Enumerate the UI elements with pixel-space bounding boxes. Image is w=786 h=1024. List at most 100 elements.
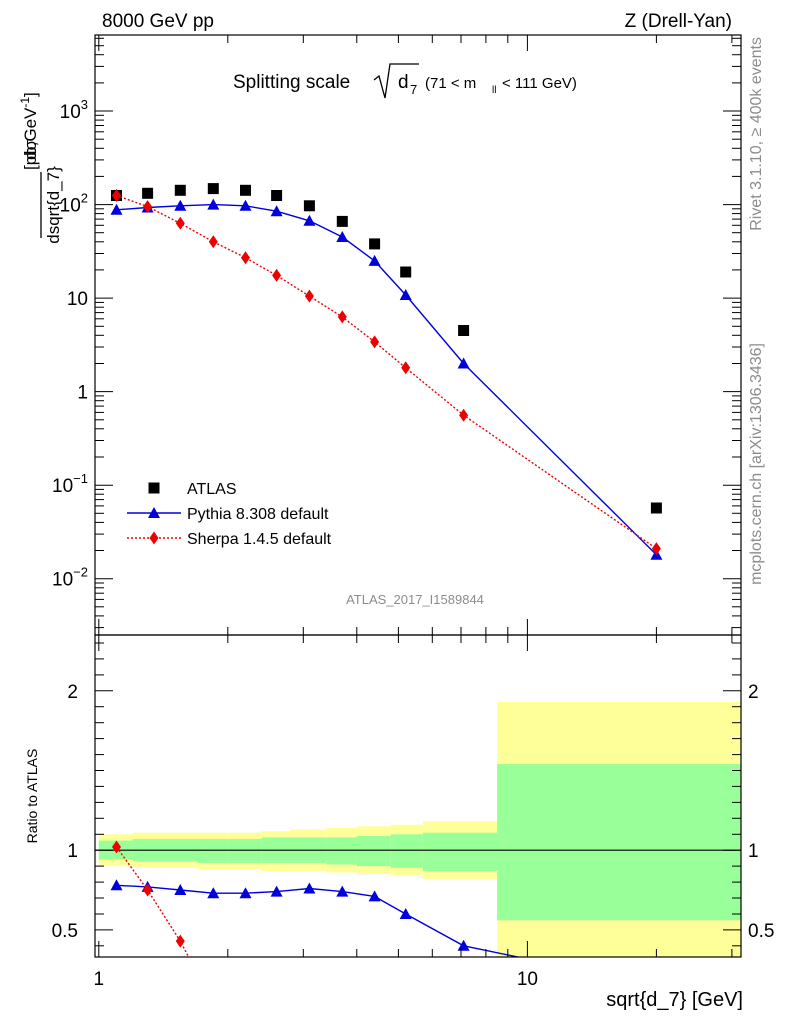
header-right: Z (Drell-Yan) bbox=[625, 11, 732, 32]
ylabel-unit-text: [pb,GeV bbox=[21, 107, 40, 170]
ratio-series bbox=[110, 840, 519, 957]
point-atlas bbox=[303, 200, 315, 212]
ratio-point-pythia bbox=[270, 885, 283, 897]
y-tick-label-sup: 2 bbox=[81, 191, 88, 206]
ylabel-unit-sup: -1 bbox=[18, 97, 32, 108]
ratio-point-pythia bbox=[303, 882, 316, 894]
ratio-axes: 0.5 0.5 1 1 2 2 1 10 bbox=[52, 635, 774, 990]
point-sherpa bbox=[175, 216, 185, 230]
ratio-band-inner bbox=[497, 764, 741, 921]
point-atlas bbox=[336, 215, 348, 227]
ratio-point-pythia bbox=[457, 939, 470, 951]
point-pythia bbox=[174, 199, 187, 211]
title-root-sub: 7 bbox=[410, 82, 417, 97]
title-range-pre: (71 < m bbox=[425, 75, 476, 92]
ratio-band-inner bbox=[422, 832, 498, 871]
watermark: ATLAS_2017_I1589844 bbox=[346, 592, 484, 607]
ratio-point-pythia bbox=[399, 908, 412, 919]
point-atlas bbox=[207, 183, 219, 195]
point-atlas bbox=[400, 266, 412, 278]
point-pythia bbox=[303, 214, 316, 226]
ratio-band-inner bbox=[227, 839, 262, 863]
legend-label-sherpa: Sherpa 1.4.5 default bbox=[187, 531, 332, 548]
point-pythia bbox=[368, 254, 381, 266]
title-root-d: d bbox=[398, 72, 409, 93]
ratio-point-pythia bbox=[239, 887, 252, 899]
ratio-band-inner bbox=[326, 837, 357, 865]
title-range-post: < 111 GeV) bbox=[502, 75, 577, 92]
series-line-pythia bbox=[116, 203, 657, 556]
y-tick-label-base: 10 bbox=[52, 570, 73, 591]
point-pythia bbox=[270, 205, 283, 217]
point-sherpa bbox=[208, 235, 218, 249]
legend-key-atlas bbox=[148, 482, 160, 494]
legend-label-atlas: ATLAS bbox=[187, 481, 237, 498]
y-tick-label-sup: −2 bbox=[73, 565, 88, 580]
ylabel-unit-close: ] bbox=[21, 92, 40, 97]
ratio-point-pythia bbox=[110, 879, 123, 891]
ratio-ylabel: Ratio to ATLAS bbox=[24, 749, 40, 844]
point-sherpa bbox=[459, 408, 469, 422]
y-tick-label-sup: −1 bbox=[73, 471, 88, 486]
ratio-y-tick-label-left: 1 bbox=[67, 841, 78, 862]
ratio-point-pythia bbox=[336, 885, 349, 897]
ylabel-denominator: dsqrt{d_7} bbox=[44, 166, 63, 244]
point-atlas bbox=[271, 190, 283, 201]
rivet-label: Rivet 3.1.10, ≥ 400k events bbox=[748, 37, 765, 231]
point-atlas bbox=[458, 325, 470, 336]
legend: ATLAS Pythia 8.308 default Sherpa 1.4.5 … bbox=[127, 481, 332, 548]
ratio-point-sherpa bbox=[112, 840, 121, 854]
ratio-point-pythia bbox=[207, 887, 220, 899]
ratio-y-tick-label-right: 2 bbox=[748, 682, 759, 703]
y-tick-label: 102 bbox=[60, 191, 88, 217]
ratio-panel: 0.5 0.5 1 1 2 2 1 10 Ratio to ATLAS sqrt{d_7} [… bbox=[24, 634, 774, 1011]
ratio-y-tick-label-right: 0.5 bbox=[748, 921, 774, 942]
ratio-point-sherpa bbox=[175, 934, 185, 948]
point-sherpa bbox=[304, 289, 314, 303]
ratio-point-sherpa bbox=[143, 883, 153, 897]
legend-keys bbox=[127, 482, 181, 545]
ratio-point-pythia bbox=[174, 884, 187, 895]
point-sherpa bbox=[337, 310, 347, 324]
mcplots-label: mcplots.cern.ch [arXiv:1306.3436] bbox=[748, 343, 765, 585]
ratio-band-inner bbox=[197, 839, 228, 863]
point-pythia bbox=[207, 198, 220, 210]
point-sherpa bbox=[370, 335, 380, 349]
point-pythia bbox=[399, 289, 412, 300]
y-tick-label-base: 10 bbox=[60, 196, 81, 217]
main-marks bbox=[110, 183, 663, 560]
ratio-y-tick-label-left: 2 bbox=[67, 682, 78, 703]
point-sherpa bbox=[112, 189, 121, 202]
ratio-bands bbox=[98, 702, 741, 957]
y-tick-label-base: 1 bbox=[77, 383, 88, 404]
point-atlas bbox=[240, 184, 251, 196]
point-atlas bbox=[174, 184, 186, 196]
ratio-y-tick-label-right: 1 bbox=[748, 841, 759, 862]
ratio-marks bbox=[110, 840, 519, 957]
main-title: Splitting scale bbox=[233, 72, 350, 93]
ratio-point-pythia bbox=[368, 890, 381, 902]
point-sherpa bbox=[401, 361, 411, 375]
ylabel-unit: [pb,GeV-1] bbox=[18, 92, 40, 170]
ylabel-numerator: dσ bbox=[21, 140, 40, 160]
sqrt-symbol bbox=[373, 63, 419, 99]
y-tick-label: 10−1 bbox=[52, 471, 88, 497]
y-tick-label-base: 10 bbox=[52, 476, 73, 497]
point-sherpa bbox=[272, 268, 282, 282]
main-ylabel: dσ dsqrt{d_7} [pb,GeV-1] bbox=[18, 92, 63, 244]
point-pythia bbox=[457, 357, 470, 369]
ratio-band-inner bbox=[356, 835, 391, 867]
x-tick-label: 10 bbox=[517, 969, 538, 990]
x-tick-label: 1 bbox=[94, 969, 105, 990]
point-atlas bbox=[142, 187, 154, 199]
point-pythia bbox=[336, 231, 349, 242]
y-tick-label-sup: 3 bbox=[81, 97, 88, 112]
x-axis-label: sqrt{d_7} [GeV] bbox=[606, 989, 743, 1011]
point-atlas bbox=[369, 238, 381, 250]
ratio-line-pythia bbox=[116, 884, 519, 957]
legend-key-pythia bbox=[148, 507, 160, 518]
y-tick-label: 10−2 bbox=[52, 565, 88, 591]
